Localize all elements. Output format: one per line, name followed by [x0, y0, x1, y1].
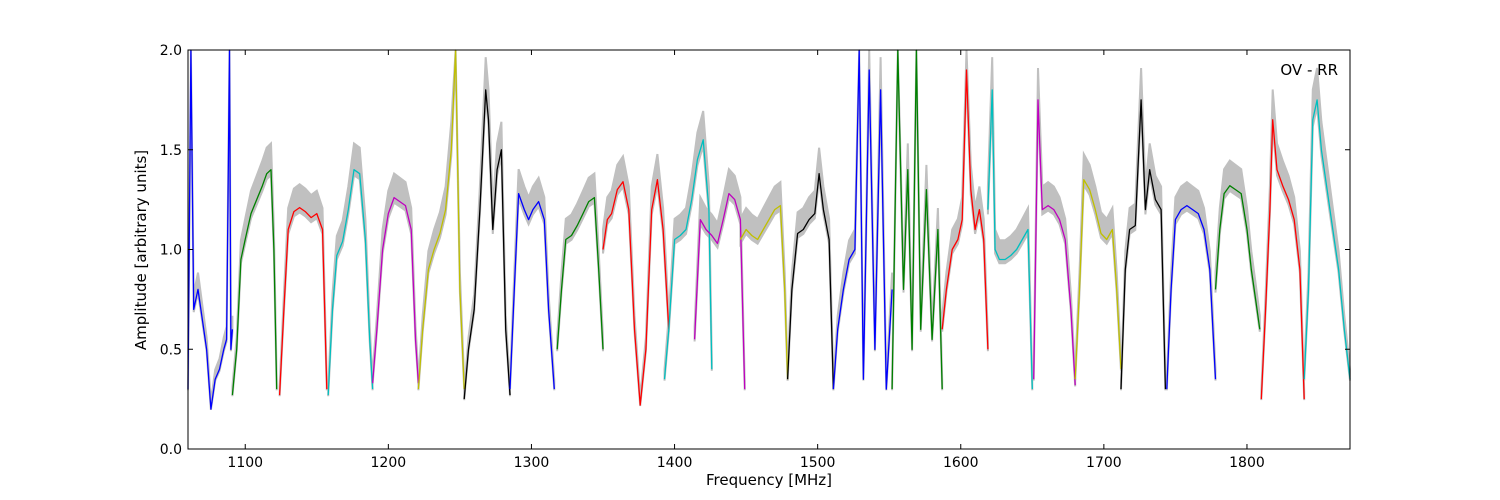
series-envelope-11 [693, 167, 746, 391]
series-envelope-8 [556, 171, 604, 352]
series-line-6 [463, 89, 511, 400]
series-line-0 [187, 49, 234, 410]
x-tick-label: 1300 [514, 455, 550, 471]
series-line-17 [987, 89, 1033, 390]
series-line-19 [1074, 179, 1122, 380]
x-tick-label: 1600 [943, 455, 979, 471]
series-envelope-16 [941, 49, 989, 352]
series-envelope-24 [1303, 67, 1351, 381]
series-envelope-7 [509, 168, 556, 391]
series-line-15 [891, 49, 943, 390]
plot-frame [187, 49, 1351, 450]
series-line-9 [602, 179, 670, 406]
y-tick-label: 0.5 [160, 342, 182, 358]
series-line-8 [556, 196, 604, 350]
series-line-14 [832, 49, 893, 390]
series-line-21 [1166, 204, 1217, 390]
series-line-13 [786, 173, 835, 390]
series-line-23 [1260, 119, 1305, 400]
series-line-22 [1214, 185, 1261, 330]
series-envelope-0 [187, 49, 234, 411]
series-envelope-21 [1165, 180, 1217, 391]
plot-background [187, 49, 1351, 411]
series-envelope-22 [1214, 159, 1261, 332]
series-line-5 [417, 49, 465, 390]
series-envelope-20 [1120, 67, 1167, 391]
y-tick-label: 2.0 [160, 43, 182, 59]
y-tick-label: 1.5 [160, 143, 182, 159]
series-envelope-18 [1032, 67, 1077, 387]
series-envelope-4 [371, 171, 420, 385]
series-line-16 [941, 69, 989, 350]
series-envelope-5 [417, 49, 466, 391]
series-line-18 [1033, 99, 1076, 386]
series-line-2 [278, 206, 328, 396]
series-line-10 [663, 139, 713, 380]
series-line-12 [739, 204, 789, 380]
x-tick-label: 1100 [227, 455, 263, 471]
x-axis-label: Frequency [MHz] [706, 471, 832, 489]
series-envelope-1 [231, 141, 278, 397]
series-envelope-19 [1074, 150, 1122, 381]
y-tick-label: 0.0 [160, 442, 182, 458]
series-envelope-2 [278, 183, 328, 397]
series-line-7 [509, 192, 555, 390]
x-tick-label: 1500 [800, 455, 836, 471]
series-line-11 [693, 192, 746, 390]
annotation-label: OV - RR [1280, 61, 1338, 79]
x-tick-label: 1200 [371, 455, 407, 471]
series-line-24 [1303, 99, 1351, 380]
x-tick-label: 1400 [657, 455, 693, 471]
x-tick-label: 1700 [1086, 455, 1122, 471]
series-line-4 [371, 196, 420, 384]
y-axis-label: Amplitude [arbitrary units] [132, 150, 150, 350]
series-envelope-3 [327, 141, 374, 397]
series-layer [187, 49, 1351, 410]
series-line-3 [327, 169, 374, 396]
series-line-1 [231, 169, 278, 396]
y-tick-label: 1.0 [160, 243, 182, 259]
x-tick-label: 1800 [1229, 455, 1265, 471]
ticks-layer: 1100 1200 1300 1400 1500 1600 1700 1800 0.0 0.5 1.… [160, 43, 1350, 471]
series-line-20 [1120, 99, 1167, 390]
